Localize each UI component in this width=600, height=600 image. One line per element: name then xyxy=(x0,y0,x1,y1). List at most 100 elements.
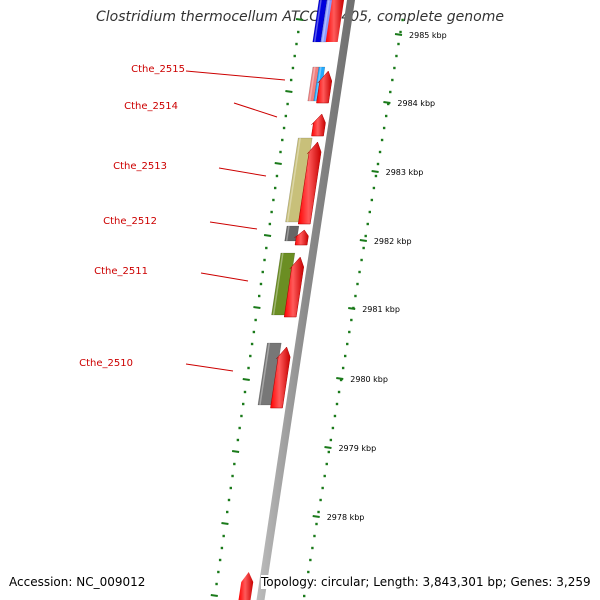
inner-ring-tick xyxy=(274,162,282,165)
band-highlight xyxy=(286,137,301,223)
scale-dot xyxy=(329,438,333,442)
band-highlight xyxy=(259,342,271,406)
scale-dot xyxy=(362,246,365,250)
outer-dotted-scale: 2985 kbp 2984 kbp 2983 kbp 2982 kbp 2981 kbp… xyxy=(303,18,447,598)
cds-arrow-g2510 xyxy=(270,346,291,409)
scale-dot xyxy=(335,402,339,406)
inner-ring-dot xyxy=(236,438,240,442)
scale-dot xyxy=(341,366,345,370)
scale-dot xyxy=(399,30,402,34)
scale-dot xyxy=(339,378,343,382)
scale-dot xyxy=(372,186,376,190)
scale-label: 2981 kbp xyxy=(362,305,400,314)
inner-ring-dot xyxy=(279,150,282,154)
topology-text: Topology: circular; Length: 3,843,301 bp… xyxy=(261,575,591,589)
scale-dot xyxy=(391,78,394,82)
band-highlight xyxy=(285,225,290,242)
scale-dot xyxy=(393,66,396,70)
scale-major-tick xyxy=(394,33,403,36)
cds-arrow-g2513 xyxy=(297,141,322,225)
gene-label-leader xyxy=(185,70,286,81)
inner-ring-dot xyxy=(222,534,225,538)
cds-arrow-g2511 xyxy=(283,256,304,318)
scale-label: 2985 kbp xyxy=(409,31,447,40)
inner-ring-dot xyxy=(272,198,275,202)
inner-ring-dot xyxy=(291,66,295,70)
scale-dot xyxy=(389,90,392,94)
inner-ring-dot xyxy=(263,258,266,262)
inner-ring-dot xyxy=(250,342,254,346)
band-highlight xyxy=(313,0,322,43)
inner-ring-tick xyxy=(285,90,293,93)
scale-dot xyxy=(348,330,351,334)
inner-ring-dot xyxy=(282,126,286,130)
inner-ring-dot xyxy=(249,354,252,358)
gene-label: Cthe_2515 xyxy=(131,64,185,75)
cog-band-g2511 xyxy=(271,252,296,316)
cds-arrow-g2515 xyxy=(316,70,333,104)
scale-dot xyxy=(376,162,380,166)
cog-band-g2510 xyxy=(257,342,282,406)
inner-ring-dot xyxy=(229,486,232,490)
inner-ring-dot xyxy=(215,582,218,586)
inner-ring-dot xyxy=(268,222,272,226)
inner-ring-dot xyxy=(227,498,231,502)
scale-dot xyxy=(387,102,390,106)
scale-dot xyxy=(395,54,398,58)
inner-ring-dot xyxy=(286,102,289,106)
scale-major-tick xyxy=(359,239,367,242)
inner-ring-dot xyxy=(289,78,293,82)
scale-dot xyxy=(374,174,378,178)
inner-ring-dot xyxy=(252,330,256,334)
gene-label: Cthe_2511 xyxy=(94,266,148,277)
inner-ring-dot xyxy=(238,426,241,430)
accession-text: Accession: NC_009012 xyxy=(9,575,146,589)
inner-ring-tick xyxy=(210,594,218,597)
inner-ring-dot xyxy=(259,282,263,286)
inner-ring-dot xyxy=(261,270,264,274)
inner-ring-dot xyxy=(242,402,245,406)
genome-backbone xyxy=(256,0,355,600)
gene-label: Cthe_2510 xyxy=(79,358,133,369)
inner-ring-dot xyxy=(233,462,236,466)
scale-dot xyxy=(380,138,384,142)
scale-dot xyxy=(360,258,363,262)
cds-arrow-g2514 xyxy=(311,113,326,137)
cog-band-g2513 xyxy=(285,137,313,223)
scale-dot xyxy=(401,18,404,22)
inner-ring-dot xyxy=(247,366,250,370)
scale-major-tick xyxy=(324,446,332,449)
scale-dot xyxy=(303,594,306,598)
scale-dot xyxy=(364,234,367,238)
inner-ring-dot xyxy=(231,474,234,478)
gene-label-leader xyxy=(233,102,278,118)
gene-label-leader xyxy=(218,167,267,177)
gene-label: Cthe_2514 xyxy=(124,101,178,112)
scale-dot xyxy=(309,558,312,562)
scale-dot xyxy=(366,222,369,226)
cds-arrow-g2512 xyxy=(294,229,309,246)
inner-ring-dot xyxy=(220,546,224,550)
scale-dot xyxy=(378,150,382,154)
scale-dot xyxy=(382,126,386,130)
inner-ring-dot xyxy=(226,510,229,514)
scale-dot xyxy=(370,198,374,202)
scale-dot xyxy=(319,498,322,502)
inner-ring-dot xyxy=(240,414,243,418)
scale-dot xyxy=(333,414,337,418)
inner-ring-dot xyxy=(295,42,298,46)
scale-major-tick xyxy=(348,307,356,310)
inner-ring-dot xyxy=(281,138,284,142)
scale-major-tick xyxy=(336,377,344,380)
scale-dot xyxy=(346,342,349,346)
inner-ring-dot xyxy=(254,318,257,322)
scale-dot xyxy=(325,462,328,466)
scale-dot xyxy=(356,282,359,286)
inner-ring-dot xyxy=(257,294,261,298)
scale-dot xyxy=(311,546,314,550)
scale-dot xyxy=(327,450,330,454)
inner-ring-dot xyxy=(293,54,296,58)
scale-dot xyxy=(368,210,371,214)
scale-dot xyxy=(337,390,341,394)
